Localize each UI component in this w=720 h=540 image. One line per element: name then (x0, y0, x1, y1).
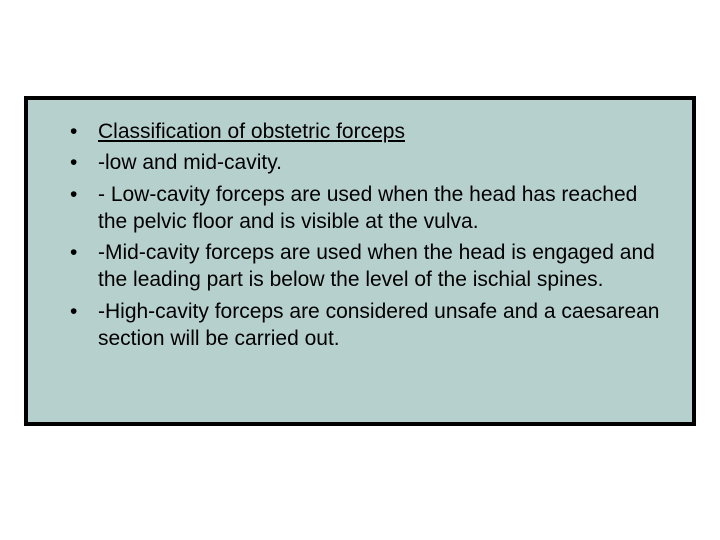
slide-content-box: Classification of obstetric forceps -low… (24, 96, 696, 426)
bullet-text: -Mid-cavity forceps are used when the he… (98, 241, 655, 291)
list-item: -High-cavity forceps are considered unsa… (70, 298, 672, 353)
list-item: -low and mid-cavity. (70, 149, 672, 176)
bullet-text: -High-cavity forceps are considered unsa… (98, 300, 659, 350)
bullet-list: Classification of obstetric forceps -low… (70, 118, 672, 352)
list-item: -Mid-cavity forceps are used when the he… (70, 239, 672, 294)
bullet-text: - Low-cavity forceps are used when the h… (98, 183, 637, 233)
bullet-text: Classification of obstetric forceps (98, 120, 405, 143)
bullet-text: -low and mid-cavity. (98, 151, 282, 174)
list-item: Classification of obstetric forceps (70, 118, 672, 145)
list-item: - Low-cavity forceps are used when the h… (70, 181, 672, 236)
